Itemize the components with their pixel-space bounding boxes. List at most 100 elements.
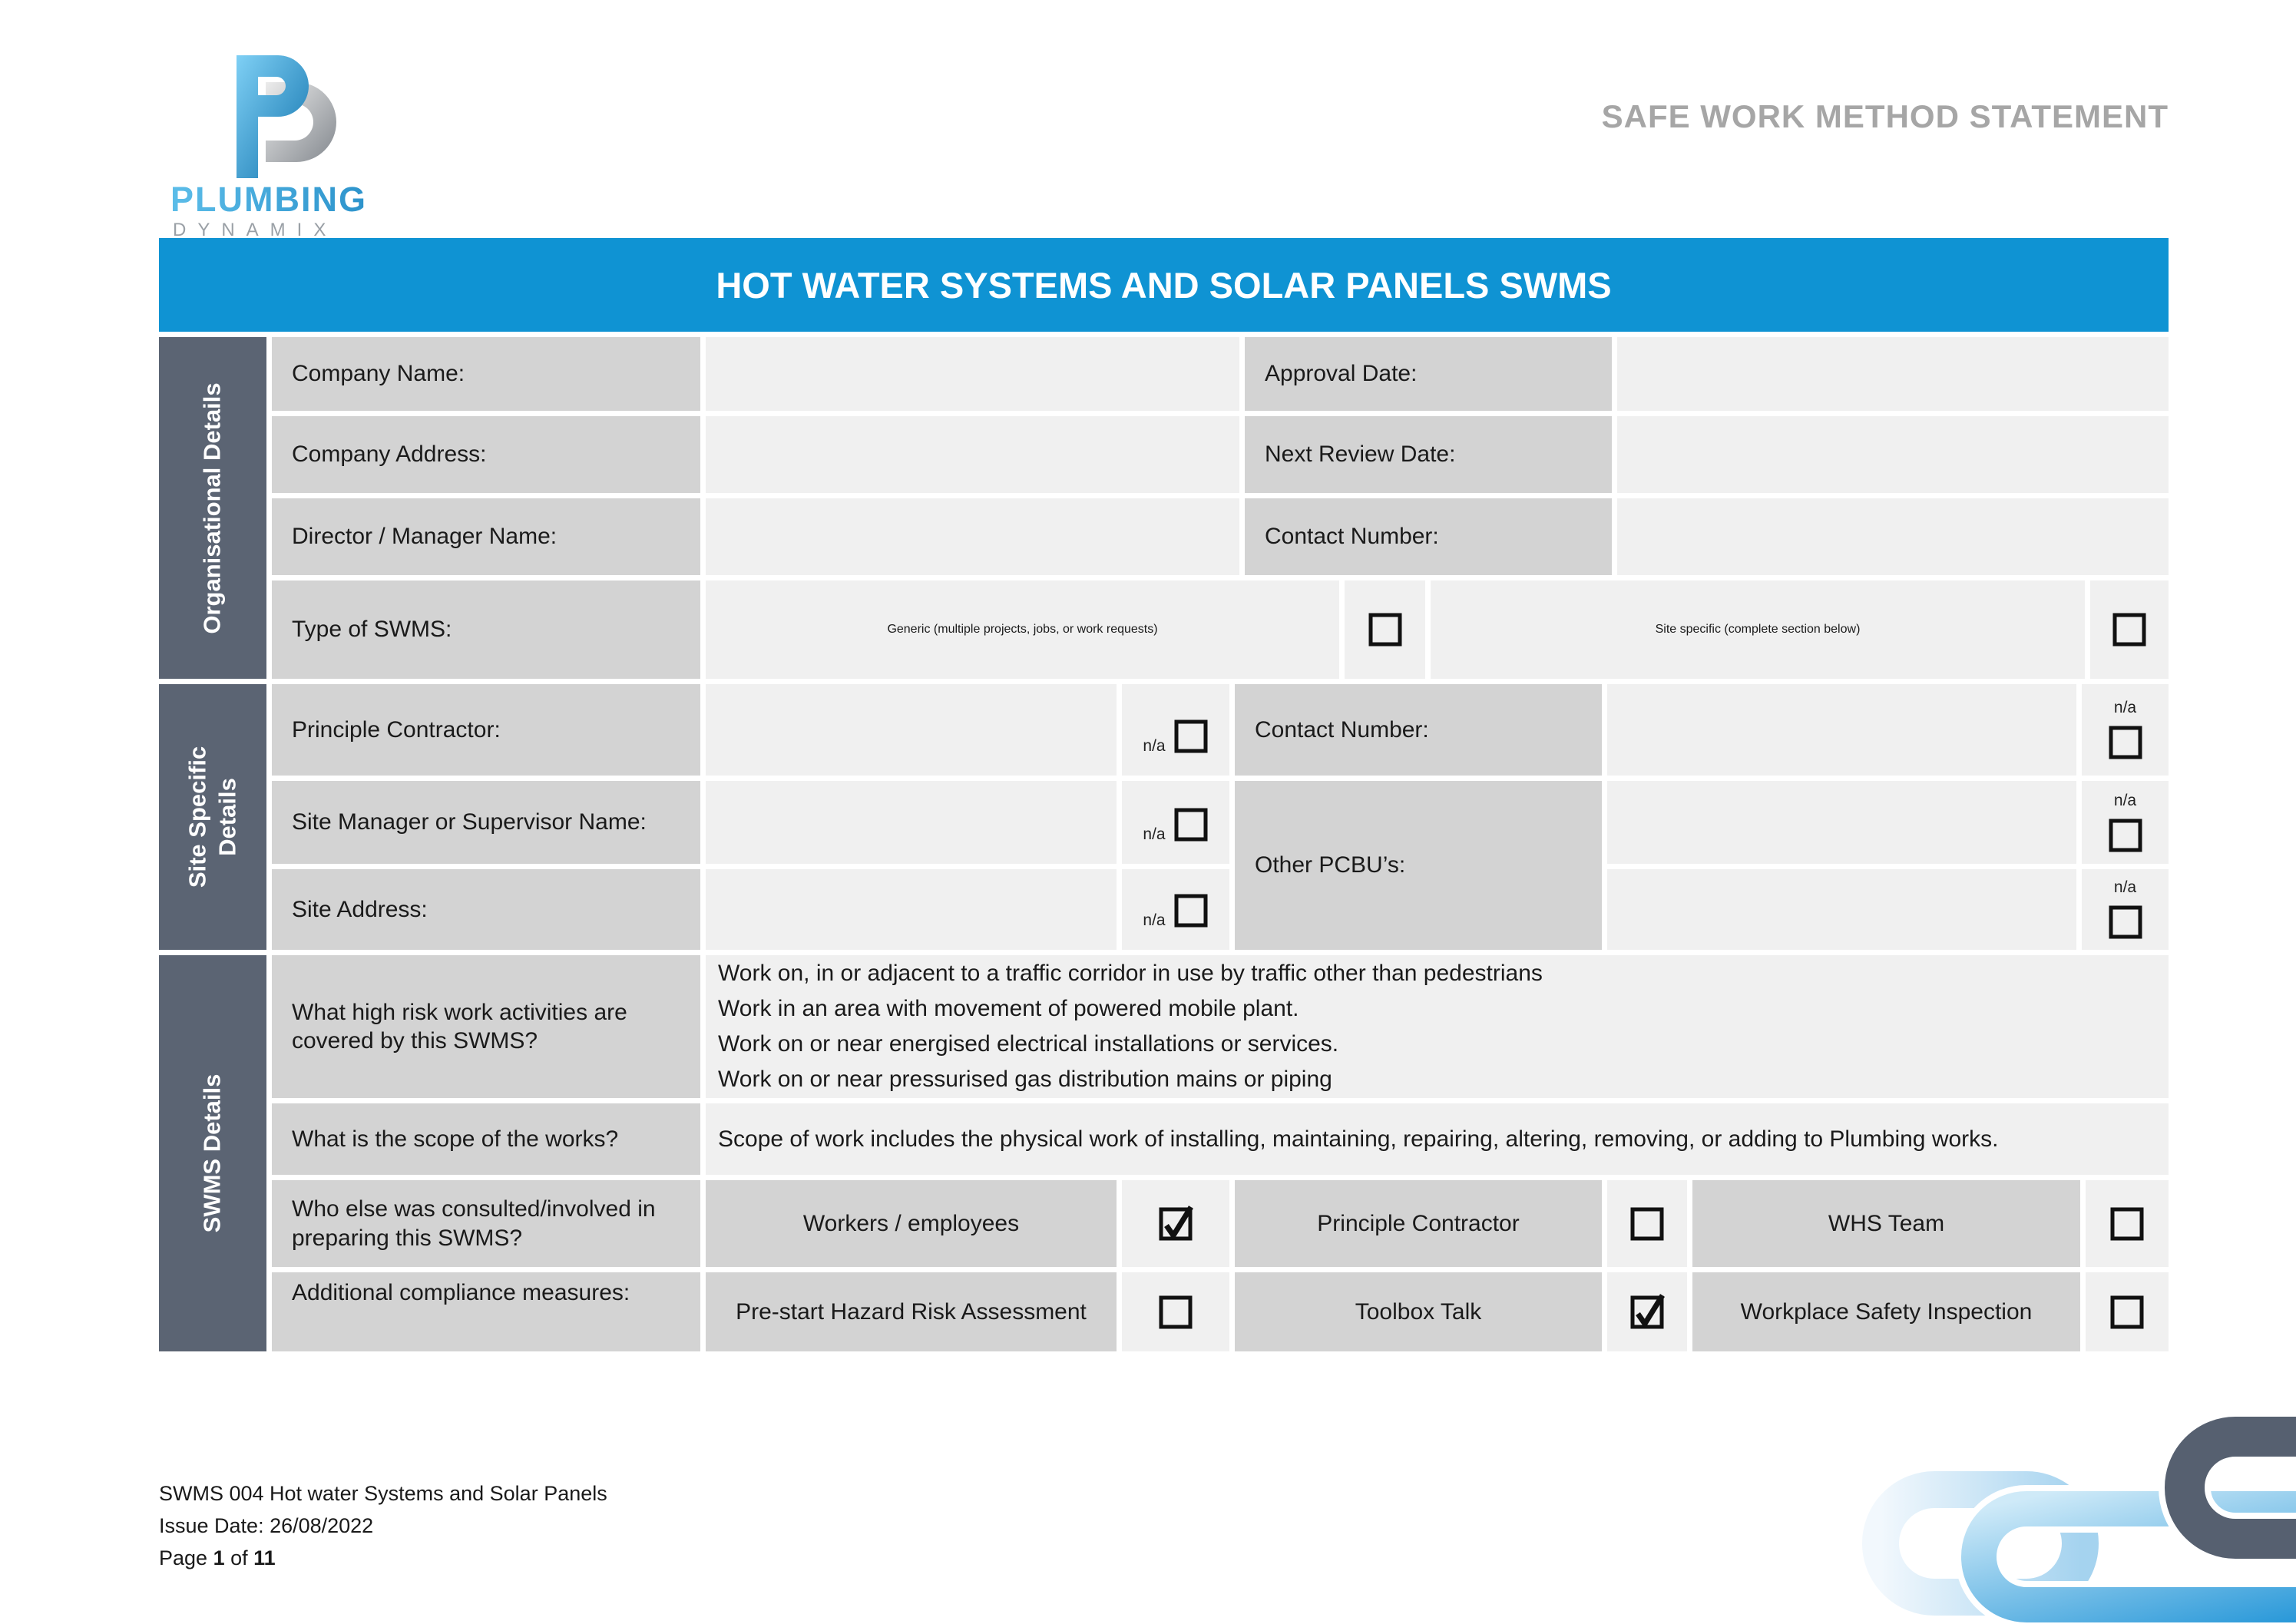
compliance-label: Additional compliance measures: [272, 1272, 700, 1351]
table-row: Company Name: Approval Date: [272, 337, 2169, 411]
high-risk-row: What high risk work activities are cover… [272, 955, 2169, 1098]
type-of-swms-label: Type of SWMS: [272, 580, 700, 679]
principle-contractor-na-checkbox[interactable] [1173, 719, 1209, 754]
section-label-line: Site Specific [184, 746, 211, 888]
toolbox-talk-checkbox[interactable] [1629, 1293, 1665, 1330]
brand-subname: DYNAMIX [173, 220, 338, 240]
site-contact-na-cell: n/a [2082, 684, 2169, 776]
high-risk-question-label: What high risk work activities are cover… [272, 955, 700, 1098]
company-name-label: Company Name: [272, 337, 700, 411]
whs-team-cell [2086, 1180, 2169, 1267]
prestart-hazard-cell [1122, 1272, 1229, 1351]
site-specific-checkbox[interactable] [2112, 612, 2147, 647]
site-manager-label: Site Manager or Supervisor Name: [272, 781, 700, 864]
principle-contractor-row: Principle Contractor: n/a Contact Number… [272, 684, 2169, 776]
principle-contractor-option-checkbox[interactable] [1629, 1206, 1665, 1242]
site-specific-option-cell [2090, 580, 2169, 679]
director-manager-field[interactable] [706, 498, 1239, 575]
section-header-organisational: Organisational Details [159, 337, 266, 679]
workplace-safety-inspection-checkbox[interactable] [2109, 1295, 2145, 1330]
next-review-date-label: Next Review Date: [1245, 416, 1612, 493]
generic-option-label: Generic (multiple projects, jobs, or wor… [706, 580, 1339, 679]
prestart-hazard-checkbox[interactable] [1158, 1295, 1193, 1330]
generic-checkbox[interactable] [1368, 612, 1403, 647]
footer-issue-date: Issue Date: 26/08/2022 [159, 1514, 374, 1537]
other-pcbu-na-checkbox-1[interactable] [2108, 818, 2143, 853]
company-logo: PLUMBING DYNAMIX [170, 48, 424, 240]
principle-contractor-option-cell [1607, 1180, 1687, 1267]
principle-contractor-option-label: Principle Contractor [1235, 1180, 1602, 1267]
contact-number-field[interactable] [1617, 498, 2169, 575]
section-header-swms: SWMS Details [159, 955, 266, 1351]
high-risk-line: Work in an area with movement of powered… [718, 996, 1299, 1021]
site-contact-na-checkbox[interactable] [2108, 725, 2143, 760]
section-label-line: Organisational Details [198, 382, 226, 634]
principle-contractor-na-cell: n/a [1122, 684, 1229, 776]
na-label: n/a [1143, 825, 1166, 843]
site-contact-number-label: Contact Number: [1235, 684, 1602, 776]
na-label: n/a [2113, 878, 2137, 896]
next-review-date-field[interactable] [1617, 416, 2169, 493]
scope-question-label: What is the scope of the works? [272, 1103, 700, 1175]
workplace-safety-inspection-cell [2086, 1272, 2169, 1351]
document-type-heading: SAFE WORK METHOD STATEMENT [1601, 98, 2169, 134]
site-manager-row: Site Manager or Supervisor Name: n/a [272, 781, 1229, 864]
other-pcbu-field-2[interactable] [1607, 869, 2076, 950]
site-address-field[interactable] [706, 869, 1117, 950]
na-label: n/a [2113, 791, 2137, 809]
principle-contractor-field[interactable] [706, 684, 1117, 776]
approval-date-field[interactable] [1617, 337, 2169, 411]
other-pcbu-row-1: n/a [1607, 781, 2169, 864]
section-site-specific-details: Site Specific Details Principle Contract… [159, 684, 2169, 950]
other-pcbu-band: Site Manager or Supervisor Name: n/a Sit… [272, 781, 2169, 950]
company-address-field[interactable] [706, 416, 1239, 493]
other-pcbu-na-cell-1: n/a [2082, 781, 2169, 864]
prestart-hazard-label: Pre-start Hazard Risk Assessment [706, 1272, 1117, 1351]
site-address-na-checkbox[interactable] [1173, 893, 1209, 928]
other-pcbu-na-cell-2: n/a [2082, 869, 2169, 950]
type-of-swms-row: Type of SWMS: Generic (multiple projects… [272, 580, 2169, 679]
pd-monogram-icon [237, 55, 336, 178]
site-specific-option-label: Site specific (complete section below) [1431, 580, 2085, 679]
site-manager-na-checkbox[interactable] [1173, 807, 1209, 842]
scope-row: What is the scope of the works? Scope of… [272, 1103, 2169, 1175]
footer-doc-id: SWMS 004 Hot water Systems and Solar Pan… [159, 1482, 607, 1505]
site-manager-field[interactable] [706, 781, 1117, 864]
na-label: n/a [1143, 911, 1166, 929]
na-label: n/a [1143, 737, 1166, 755]
other-pcbu-na-checkbox-2[interactable] [2108, 905, 2143, 940]
scope-of-works-text: Scope of work includes the physical work… [706, 1103, 2169, 1175]
page-title: HOT WATER SYSTEMS AND SOLAR PANELS SWMS [716, 264, 1612, 306]
site-contact-number-field[interactable] [1607, 684, 2076, 776]
workers-employees-label: Workers / employees [706, 1180, 1117, 1267]
section-header-site-specific: Site Specific Details [159, 684, 266, 950]
table-row: Director / Manager Name: Contact Number: [272, 498, 2169, 575]
toolbox-talk-label: Toolbox Talk [1235, 1272, 1602, 1351]
toolbox-talk-cell [1607, 1272, 1687, 1351]
section-organisational-details: Organisational Details Company Name: App… [159, 337, 2169, 679]
contact-number-label: Contact Number: [1245, 498, 1612, 575]
whs-team-label: WHS Team [1692, 1180, 2080, 1267]
section-label-line: Details [213, 778, 240, 856]
other-pcbu-field-1[interactable] [1607, 781, 2076, 864]
consulted-row: Who else was consulted/involved in prepa… [272, 1180, 2169, 1267]
workplace-safety-inspection-label: Workplace Safety Inspection [1692, 1272, 2080, 1351]
other-pcbu-row-2: n/a [1607, 869, 2169, 950]
high-risk-line: Work on or near energised electrical ins… [718, 1031, 1339, 1057]
section-swms-details: SWMS Details What high risk work activit… [159, 955, 2169, 1351]
title-bar: HOT WATER SYSTEMS AND SOLAR PANELS SWMS [159, 238, 2169, 332]
workers-employees-checkbox[interactable] [1158, 1205, 1193, 1242]
page-footer: SWMS 004 Hot water Systems and Solar Pan… [159, 1477, 607, 1574]
whs-team-checkbox[interactable] [2109, 1206, 2145, 1242]
company-address-label: Company Address: [272, 416, 700, 493]
high-risk-line: Work on, in or adjacent to a traffic cor… [718, 961, 1543, 986]
site-manager-na-cell: n/a [1122, 781, 1229, 864]
high-risk-activities-list: Work on, in or adjacent to a traffic cor… [706, 955, 2169, 1098]
section-label-line: SWMS Details [198, 1073, 226, 1233]
table-row: Company Address: Next Review Date: [272, 416, 2169, 493]
brand-name: PLUMBING [170, 182, 424, 217]
high-risk-line: Work on or near pressurised gas distribu… [718, 1067, 1332, 1092]
other-pcbu-label: Other PCBU’s: [1235, 781, 1602, 950]
company-name-field[interactable] [706, 337, 1239, 411]
